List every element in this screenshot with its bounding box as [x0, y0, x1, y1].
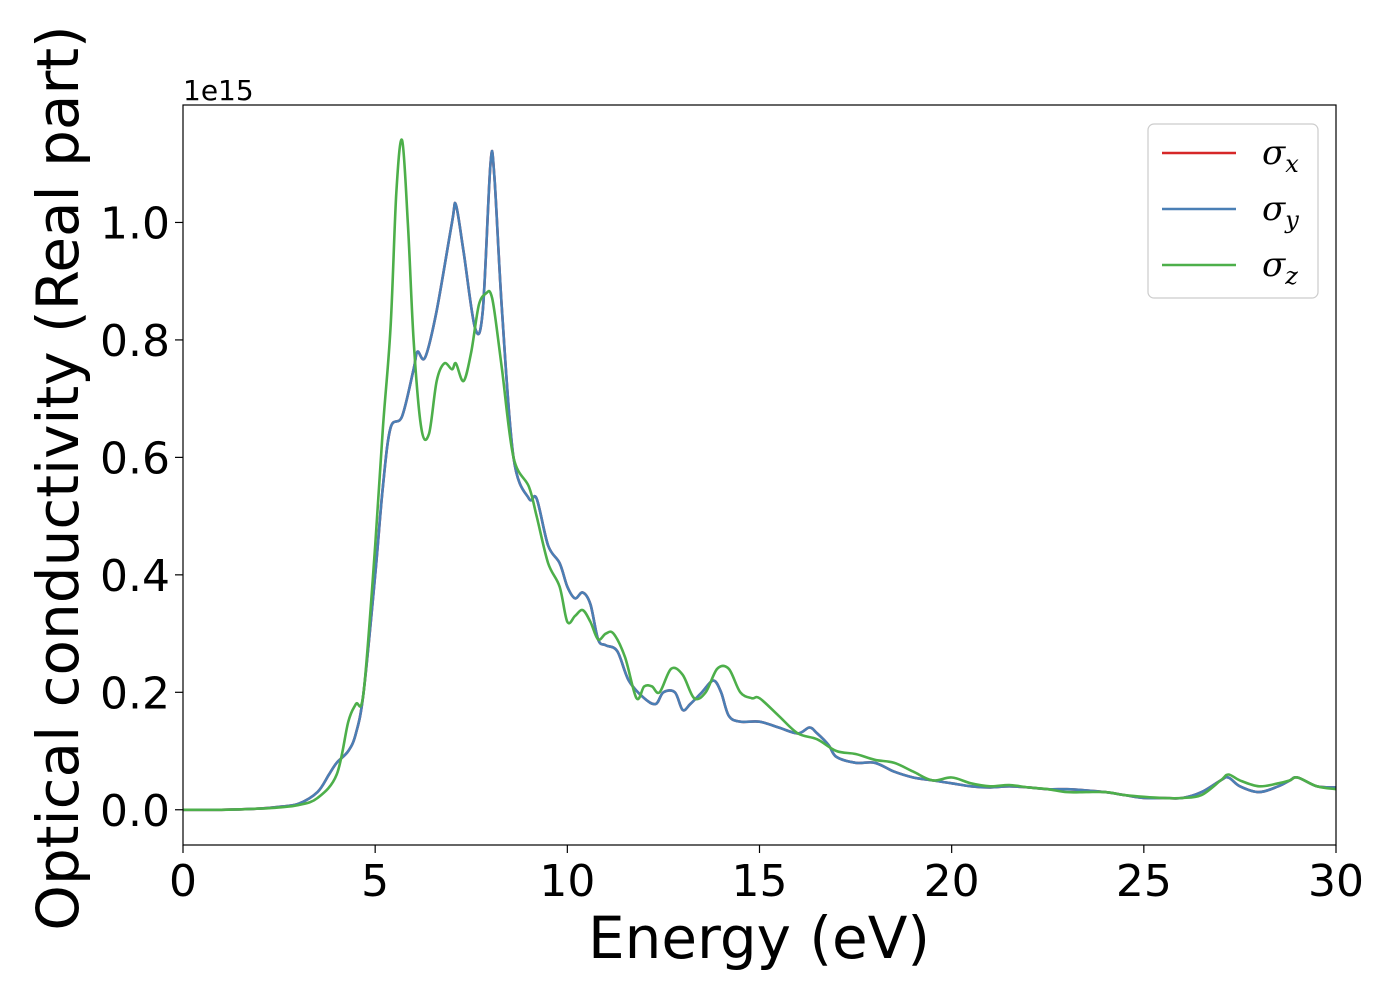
x-tick-label: 0	[169, 856, 197, 907]
x-tick-label: 25	[1116, 856, 1172, 907]
y-axis-label: Optical conductivity (Real part)	[24, 25, 92, 930]
y-tick-label: 0.2	[100, 668, 170, 719]
x-tick-label: 15	[732, 856, 788, 907]
y-tick-label: 1.0	[100, 198, 170, 249]
y-tick-label: 0.4	[100, 551, 170, 602]
x-axis-label: Energy (eV)	[588, 904, 930, 972]
y-tick-label: 0.6	[100, 433, 170, 484]
x-tick-label: 10	[539, 856, 595, 907]
y-tick-label: 0.8	[100, 316, 170, 367]
x-tick-label: 20	[924, 856, 980, 907]
axis-ticks: 0 5 10 15 20 25 30 0.0 0.2 0.4 0.6 0.8 1.0	[100, 198, 1364, 907]
series-lines	[183, 138, 1336, 812]
x-tick-label: 30	[1308, 856, 1364, 907]
y-tick-label: 0.0	[100, 786, 170, 837]
y-offset-text: 1e15	[183, 74, 254, 107]
series-line-z	[183, 138, 1336, 812]
x-tick-label: 5	[361, 856, 389, 907]
legend-box	[1147, 123, 1319, 299]
